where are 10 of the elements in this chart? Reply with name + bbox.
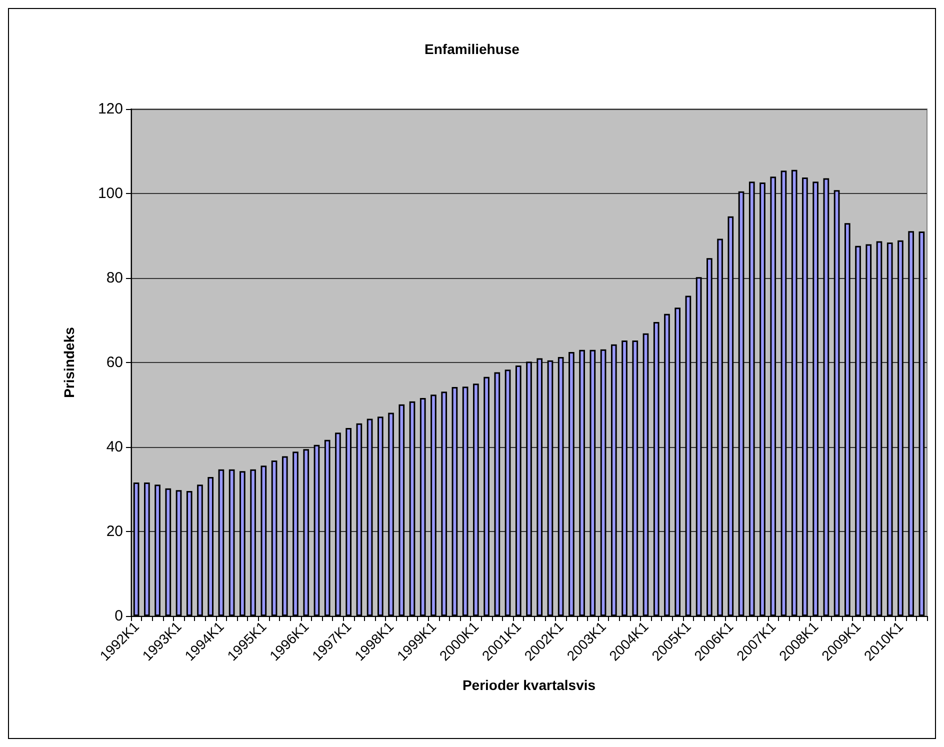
y-tick-label: 80	[106, 270, 123, 286]
chart-title: Enfamiliehuse	[424, 41, 520, 57]
y-tick-label: 40	[106, 438, 123, 456]
y-tick-label: 120	[98, 100, 123, 118]
y-tick-label: 100	[98, 185, 123, 202]
y-tick-label: 60	[106, 354, 123, 371]
x-axis-title: Perioder kvartalsvis	[462, 677, 596, 693]
y-tick-label: 20	[106, 523, 123, 540]
y-tick-label: 0	[114, 608, 123, 624]
y-axis-title: Prisindeks	[61, 326, 77, 398]
